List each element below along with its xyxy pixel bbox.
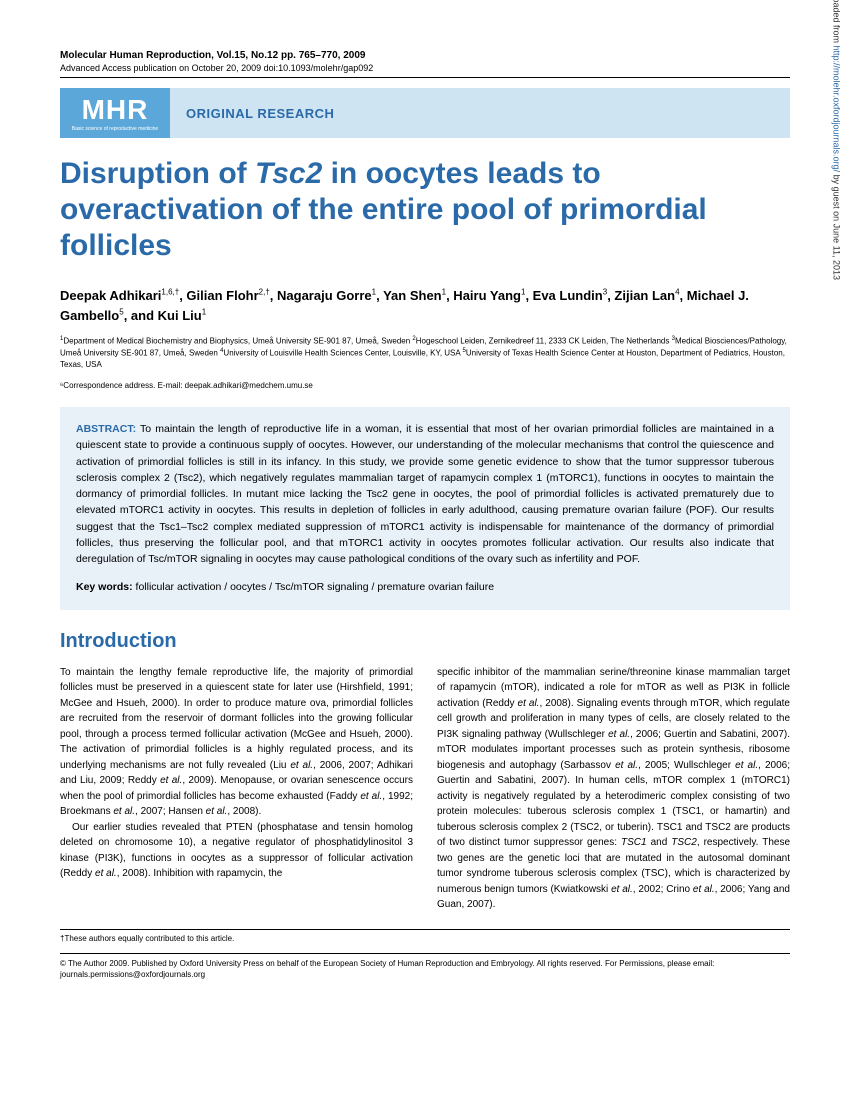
download-note: Downloaded from http://molehr.oxfordjour… — [832, 0, 842, 280]
correspondence: ⁶Correspondence address. E-mail: deepak.… — [60, 380, 790, 391]
intro-p3: specific inhibitor of the mammalian seri… — [437, 665, 790, 913]
logo-subtitle: Basic science of reproductive medicine — [72, 126, 158, 132]
intro-heading: Introduction — [60, 630, 790, 653]
intro-p2: Our earlier studies revealed that PTEN (… — [60, 820, 413, 882]
abstract-label: ABSTRACT: — [76, 423, 136, 435]
footnote-rule — [60, 929, 790, 930]
access-line: Advanced Access publication on October 2… — [60, 63, 790, 73]
authors: Deepak Adhikari1,6,†, Gilian Flohr2,†, N… — [60, 286, 790, 325]
logo-box: MHR Basic science of reproductive medici… — [60, 88, 170, 138]
abstract-text: To maintain the length of reproductive l… — [76, 423, 774, 565]
column-left: To maintain the lengthy female reproduct… — [60, 665, 413, 913]
journal-header: Molecular Human Reproduction, Vol.15, No… — [60, 50, 790, 61]
header-rule — [60, 77, 790, 78]
article-type: ORIGINAL RESEARCH — [186, 106, 334, 121]
banner-label: ORIGINAL RESEARCH — [170, 88, 790, 138]
keywords-label: Key words: — [76, 581, 133, 593]
body-columns: To maintain the lengthy female reproduct… — [60, 665, 790, 913]
abstract-box: ABSTRACT: To maintain the length of repr… — [60, 407, 790, 610]
copyright-rule — [60, 953, 790, 954]
copyright: © The Author 2009. Published by Oxford U… — [60, 958, 790, 980]
affiliations: 1Department of Medical Biochemistry and … — [60, 335, 790, 370]
author-footnote: †These authors equally contributed to th… — [60, 934, 790, 943]
article-title: Disruption of Tsc2 in oocytes leads to o… — [60, 156, 790, 264]
column-right: specific inhibitor of the mammalian seri… — [437, 665, 790, 913]
banner: MHR Basic science of reproductive medici… — [60, 88, 790, 138]
intro-p1: To maintain the lengthy female reproduct… — [60, 665, 413, 820]
logo-text: MHR — [82, 94, 149, 126]
keywords: follicular activation / oocytes / Tsc/mT… — [136, 581, 495, 593]
